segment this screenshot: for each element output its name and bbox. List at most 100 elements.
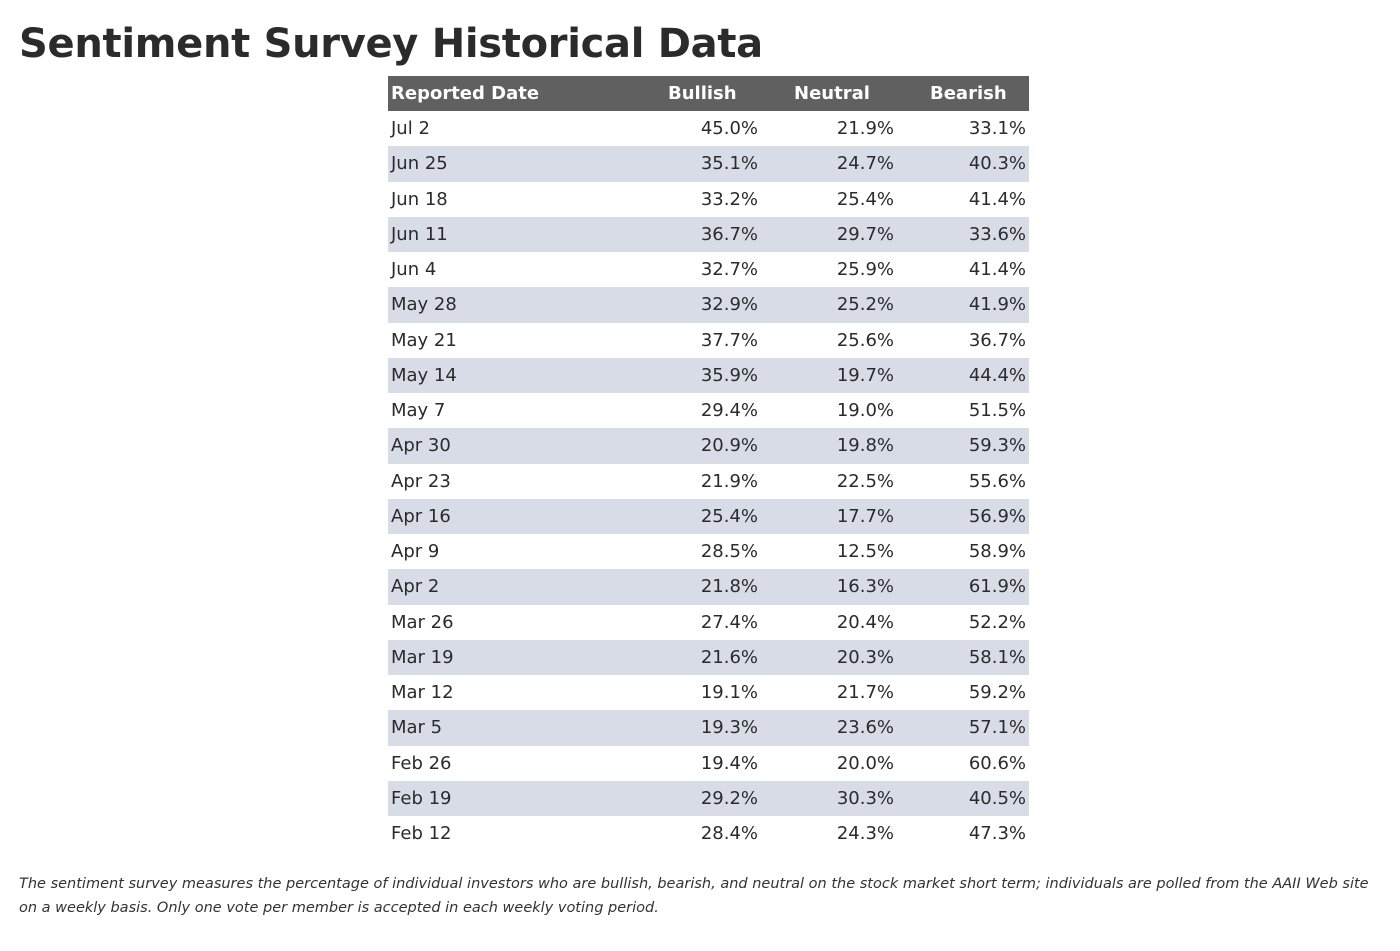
- cell-neutral: 25.6%: [836, 329, 894, 351]
- cell-bearish: 40.5%: [897, 780, 1029, 816]
- cell-bearish: 47.3%: [968, 823, 1026, 845]
- cell-bearish: 58.1%: [897, 639, 1029, 675]
- cell-bearish: 60.6%: [968, 752, 1026, 774]
- cell-bullish: 29.4%: [700, 400, 758, 422]
- cell-neutral: 20.4%: [836, 611, 894, 633]
- cell-neutral: 25.4%: [836, 188, 894, 210]
- table-row: May 7 29.4% 19.0% 51.5%: [388, 393, 1029, 428]
- cell-reported-date: Mar 26: [391, 611, 454, 633]
- cell-bullish: 19.1%: [700, 682, 758, 704]
- cell-bullish: 19.4%: [700, 752, 758, 774]
- table-row: May 28 32.9% 25.2% 41.9%: [388, 287, 1029, 323]
- cell-bullish: 19.3%: [625, 710, 761, 746]
- table-row: Feb 19 29.2% 30.3% 40.5%: [388, 780, 1029, 816]
- cell-reported-date: Mar 5: [388, 710, 625, 746]
- cell-bearish: 52.2%: [968, 611, 1026, 633]
- cell-neutral: 19.0%: [836, 400, 894, 422]
- footnote: The sentiment survey measures the percen…: [19, 876, 1369, 916]
- cell-reported-date: Jun 4: [391, 259, 437, 281]
- cell-reported-date: Apr 16: [388, 498, 625, 534]
- cell-bullish: 37.7%: [700, 329, 758, 351]
- table-row: Mar 12 19.1% 21.7% 59.2%: [388, 675, 1029, 710]
- column-header-reported-date: Reported Date: [388, 76, 625, 111]
- page-title: Sentiment Survey Historical Data: [19, 21, 763, 67]
- column-header-bullish: Bullish: [625, 76, 761, 111]
- cell-neutral: 19.7%: [761, 357, 897, 393]
- table-row: Apr 23 21.9% 22.5% 55.6%: [388, 464, 1029, 499]
- table-row: May 14 35.9% 19.7% 44.4%: [388, 357, 1029, 393]
- cell-neutral: 17.7%: [761, 498, 897, 534]
- cell-reported-date: Feb 12: [391, 823, 452, 845]
- cell-bullish: 45.0%: [700, 118, 758, 140]
- cell-bearish: 57.1%: [897, 710, 1029, 746]
- column-header-neutral: Neutral: [761, 76, 897, 111]
- cell-bearish: 33.6%: [897, 216, 1029, 252]
- table-row: Jul 2 45.0% 21.9% 33.1%: [388, 111, 1029, 146]
- table-row: Mar 19 21.6% 20.3% 58.1%: [388, 639, 1029, 675]
- cell-bullish: 21.6%: [625, 639, 761, 675]
- cell-neutral: 20.0%: [836, 752, 894, 774]
- cell-reported-date: Jun 18: [391, 188, 448, 210]
- cell-bullish: 21.9%: [700, 470, 758, 492]
- cell-bullish: 32.7%: [700, 259, 758, 281]
- table-row: Feb 26 19.4% 20.0% 60.6%: [388, 746, 1029, 781]
- cell-bullish: 25.4%: [625, 498, 761, 534]
- cell-neutral: 25.2%: [761, 287, 897, 323]
- table-row: Apr 2 21.8% 16.3% 61.9%: [388, 569, 1029, 605]
- cell-neutral: 16.3%: [761, 569, 897, 605]
- cell-bearish: 59.2%: [968, 682, 1026, 704]
- sentiment-table: Reported Date Bullish Neutral Bearish Ju…: [388, 76, 1029, 851]
- cell-reported-date: May 7: [391, 400, 446, 422]
- cell-neutral: 22.5%: [836, 470, 894, 492]
- cell-bearish: 58.9%: [968, 541, 1026, 563]
- cell-neutral: 24.3%: [836, 823, 894, 845]
- cell-reported-date: Apr 2: [388, 569, 625, 605]
- table-row: Jun 4 32.7% 25.9% 41.4%: [388, 252, 1029, 287]
- table-row: Mar 26 27.4% 20.4% 52.2%: [388, 605, 1029, 640]
- table-row: Jun 18 33.2% 25.4% 41.4%: [388, 182, 1029, 217]
- cell-reported-date: May 14: [388, 357, 625, 393]
- cell-bullish: 21.8%: [625, 569, 761, 605]
- cell-bullish: 29.2%: [625, 780, 761, 816]
- cell-bearish: 51.5%: [968, 400, 1026, 422]
- table-row: Jun 25 35.1% 24.7% 40.3%: [388, 146, 1029, 182]
- table-row: Apr 16 25.4% 17.7% 56.9%: [388, 498, 1029, 534]
- cell-bullish: 20.9%: [625, 428, 761, 464]
- cell-bearish: 44.4%: [897, 357, 1029, 393]
- table-row: May 21 37.7% 25.6% 36.7%: [388, 323, 1029, 358]
- cell-bearish: 59.3%: [897, 428, 1029, 464]
- cell-neutral: 24.7%: [761, 146, 897, 182]
- cell-bullish: 27.4%: [700, 611, 758, 633]
- cell-bullish: 36.7%: [625, 216, 761, 252]
- cell-neutral: 12.5%: [836, 541, 894, 563]
- table-row: Apr 30 20.9% 19.8% 59.3%: [388, 428, 1029, 464]
- cell-reported-date: Jun 11: [388, 216, 625, 252]
- cell-reported-date: May 21: [391, 329, 457, 351]
- column-header-bearish: Bearish: [897, 76, 1029, 111]
- cell-neutral: 21.9%: [836, 118, 894, 140]
- cell-neutral: 29.7%: [761, 216, 897, 252]
- cell-reported-date: Jun 25: [388, 146, 625, 182]
- cell-neutral: 25.9%: [836, 259, 894, 281]
- table-row: Apr 9 28.5% 12.5% 58.9%: [388, 534, 1029, 569]
- cell-bearish: 41.4%: [968, 259, 1026, 281]
- cell-neutral: 21.7%: [836, 682, 894, 704]
- cell-reported-date: Feb 19: [388, 780, 625, 816]
- cell-neutral: 19.8%: [761, 428, 897, 464]
- cell-reported-date: Feb 26: [391, 752, 452, 774]
- table-body: Jul 2 45.0% 21.9% 33.1% Jun 25 35.1% 24.7% 40.3…: [388, 111, 1029, 851]
- cell-bearish: 41.4%: [968, 188, 1026, 210]
- cell-reported-date: Jul 2: [391, 118, 430, 140]
- cell-bearish: 56.9%: [897, 498, 1029, 534]
- cell-reported-date: Mar 19: [388, 639, 625, 675]
- cell-neutral: 23.6%: [761, 710, 897, 746]
- table-row: Feb 12 28.4% 24.3% 47.3%: [388, 816, 1029, 851]
- cell-neutral: 30.3%: [761, 780, 897, 816]
- cell-bearish: 61.9%: [897, 569, 1029, 605]
- cell-bullish: 28.4%: [700, 823, 758, 845]
- cell-bearish: 55.6%: [968, 470, 1026, 492]
- cell-bearish: 40.3%: [897, 146, 1029, 182]
- cell-reported-date: Apr 23: [391, 470, 451, 492]
- cell-bullish: 35.1%: [625, 146, 761, 182]
